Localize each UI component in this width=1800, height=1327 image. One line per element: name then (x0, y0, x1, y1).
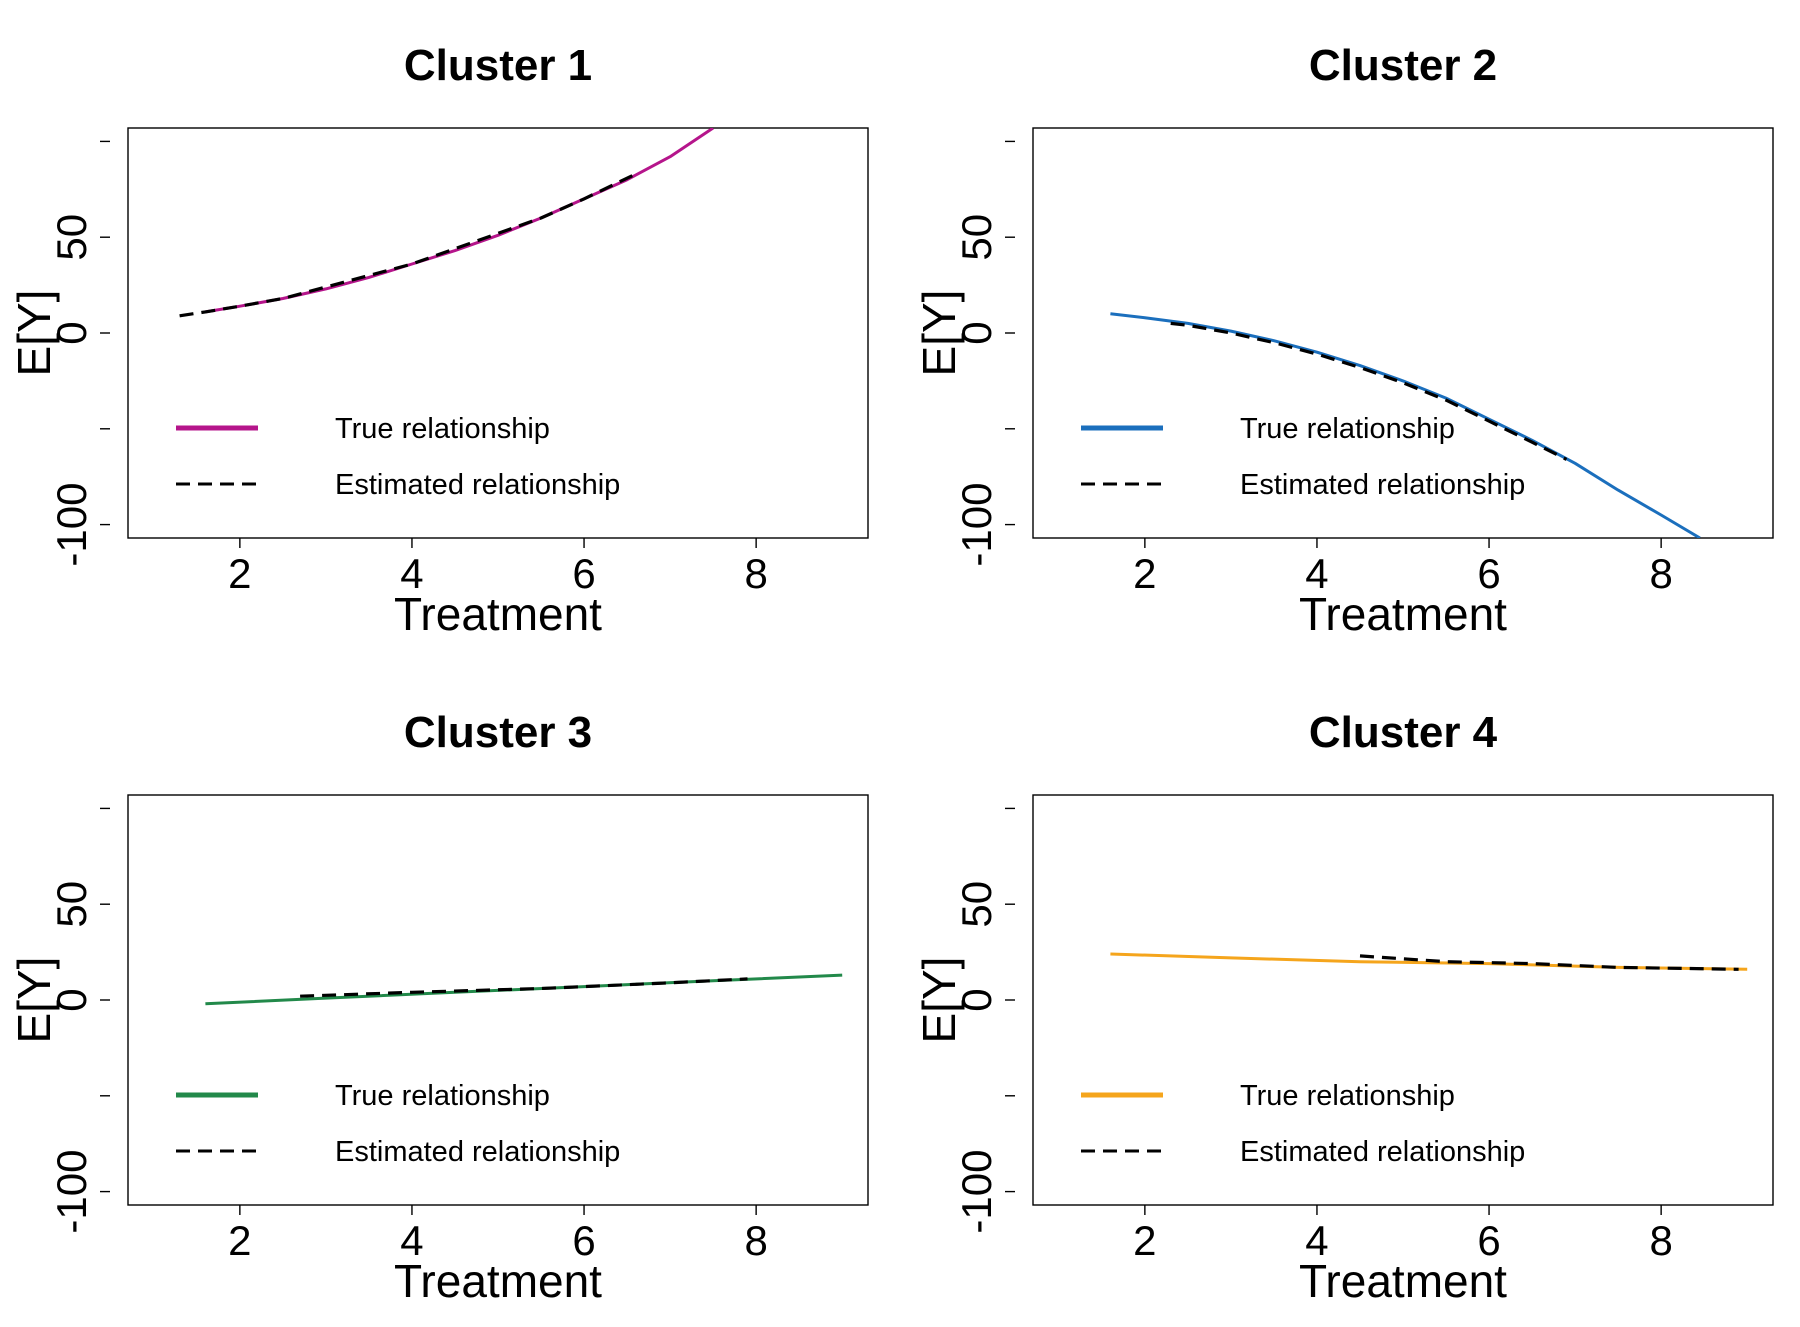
true-relationship-line (205, 128, 714, 314)
panel-title: Cluster 2 (1309, 41, 1497, 90)
estimated-relationship-line (1170, 321, 1568, 461)
true-relationship-line (1110, 952, 1748, 971)
x-tick-label: 4 (1305, 1217, 1328, 1264)
x-tick-label: 4 (400, 1217, 423, 1264)
plot-frame (127, 794, 869, 1206)
y-tick-label: 50 (953, 214, 1000, 261)
y-axis-label: E[Y] (8, 957, 60, 1044)
y-tick-label: -100 (48, 483, 95, 567)
x-tick-label: 2 (228, 1217, 251, 1264)
y-axis-label: E[Y] (8, 290, 60, 377)
x-tick-label: 4 (400, 550, 423, 597)
y-tick-label: 50 (48, 214, 95, 261)
panel-cluster-1: Cluster 1 2 4 6 8 -100 0 50 Treatment E[Y] True re… (8, 41, 869, 640)
x-tick-label: 2 (1133, 550, 1156, 597)
x-axis-label: Treatment (394, 588, 602, 640)
y-tick-label: 0 (953, 321, 1000, 344)
legend-label: True relationship (335, 1080, 550, 1112)
plot-frame (127, 127, 869, 539)
y-tick-label: 50 (953, 881, 1000, 928)
y-tick-label: 50 (48, 881, 95, 928)
legend-label: Estimated relationship (1240, 469, 1525, 501)
legend-label: True relationship (335, 413, 550, 445)
x-tick-label: 4 (1305, 550, 1328, 597)
panel-title: Cluster 3 (404, 708, 592, 757)
panel-cluster-2: Cluster 2 2 4 6 8 -100 0 50 Treatment E[Y] True re… (913, 41, 1774, 640)
x-tick-label: 6 (572, 550, 595, 597)
panel-title: Cluster 1 (404, 41, 592, 90)
legend-label: True relationship (1240, 1080, 1455, 1112)
estimated-relationship-line (179, 172, 637, 318)
y-tick-label: -100 (953, 1150, 1000, 1234)
legend-label: Estimated relationship (335, 469, 620, 501)
legend-label: Estimated relationship (335, 1136, 620, 1168)
x-tick-label: 6 (1477, 550, 1500, 597)
legend-label: True relationship (1240, 413, 1455, 445)
true-relationship-line (1110, 312, 1701, 538)
plot-frame (1032, 127, 1774, 539)
true-relationship-line (205, 973, 843, 1006)
x-axis-label: Treatment (1299, 1255, 1507, 1307)
panel-title: Cluster 4 (1309, 708, 1498, 757)
x-tick-label: 8 (744, 550, 767, 597)
x-axis-label: Treatment (1299, 588, 1507, 640)
y-tick-label: -100 (48, 1150, 95, 1234)
estimated-relationship-line (300, 977, 748, 998)
x-tick-label: 8 (1649, 1217, 1672, 1264)
y-tick-label: -100 (953, 483, 1000, 567)
y-tick-label: 0 (953, 988, 1000, 1011)
x-tick-label: 2 (228, 550, 251, 597)
x-tick-label: 2 (1133, 1217, 1156, 1264)
panel-cluster-3: Cluster 3 2 4 6 8 -100 0 50 Treatment E[Y] True re… (8, 708, 869, 1307)
x-axis-label: Treatment (394, 1255, 602, 1307)
estimated-relationship-line (1359, 954, 1739, 971)
panel-cluster-4: Cluster 4 2 4 6 8 -100 0 50 Treatment E[Y] True re… (913, 708, 1774, 1307)
y-tick-label: 0 (48, 988, 95, 1011)
x-tick-label: 8 (1649, 550, 1672, 597)
x-tick-label: 8 (744, 1217, 767, 1264)
y-tick-label: 0 (48, 321, 95, 344)
legend-label: Estimated relationship (1240, 1136, 1525, 1168)
y-axis-label: E[Y] (913, 290, 965, 377)
y-axis-label: E[Y] (913, 957, 965, 1044)
plot-frame (1032, 794, 1774, 1206)
x-tick-label: 6 (1477, 1217, 1500, 1264)
x-tick-label: 6 (572, 1217, 595, 1264)
